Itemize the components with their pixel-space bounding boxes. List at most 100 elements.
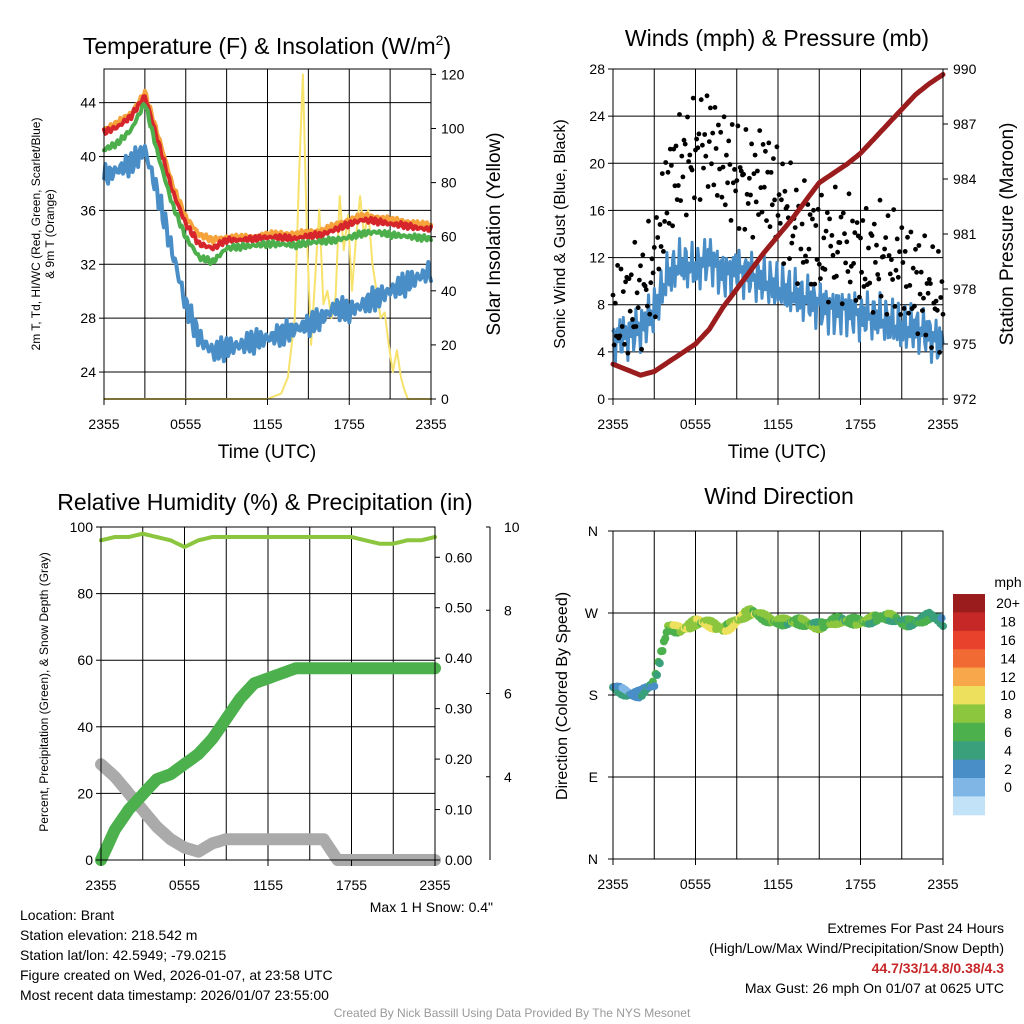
gust-point <box>679 153 685 159</box>
gust-point <box>838 214 844 220</box>
humidity-ylabel: Percent, Precipitation (Green), & Snow D… <box>37 552 51 831</box>
gust-point <box>733 188 738 194</box>
direction-point <box>661 634 670 643</box>
gust-point <box>842 231 847 237</box>
gust-point <box>878 293 884 299</box>
legend-title: mph <box>994 574 1021 590</box>
winds-ytick-label: 8 <box>597 297 605 313</box>
legend-label: 8 <box>1004 706 1012 722</box>
legend-color-box <box>953 612 985 632</box>
temperature-xtick-label: 2355 <box>415 416 446 432</box>
gust-point <box>659 171 665 177</box>
gust-point <box>899 225 905 231</box>
gust-point <box>650 270 656 276</box>
gust-point <box>835 249 840 255</box>
snow-note: Max 1 H Snow: 0.4" <box>370 899 493 915</box>
gust-point <box>695 145 701 151</box>
gust-point <box>765 169 771 175</box>
gust-point <box>625 350 631 356</box>
gust-point <box>926 277 932 282</box>
pressure-ytick-label: 978 <box>953 281 977 297</box>
gust-point <box>776 192 782 198</box>
gust-point <box>617 333 623 339</box>
gust-point <box>905 234 910 240</box>
gust-point <box>807 212 813 218</box>
legend-color-box <box>953 594 985 613</box>
temperature-series-1 <box>102 94 433 252</box>
gust-point <box>937 350 942 355</box>
precip-ytick-label: 0.30 <box>445 701 472 717</box>
gust-point <box>761 184 767 190</box>
gust-point <box>828 243 834 249</box>
gust-point <box>799 221 805 227</box>
gust-point <box>874 242 879 248</box>
gust-point <box>808 281 814 287</box>
gust-point <box>709 161 714 167</box>
humidity-ytick-label: 20 <box>77 785 93 801</box>
gust-point <box>722 202 728 208</box>
gust-point <box>827 216 832 222</box>
gust-point <box>749 141 754 147</box>
direction-xtick-label: 2355 <box>927 876 958 892</box>
gust-point <box>623 279 628 285</box>
temperature-xtick-label: 2355 <box>88 416 119 432</box>
precip-ytick-label: 0.40 <box>445 650 472 666</box>
gust-point <box>626 276 632 282</box>
gust-point <box>898 312 903 317</box>
gust-point <box>830 252 836 258</box>
wind-direction-panel: Wind Direction N E S W N 2355 0555 1155 1755 2355… <box>554 483 1022 892</box>
gust-point <box>642 283 648 289</box>
temperature-xtick-label: 1755 <box>334 416 365 432</box>
gust-point <box>725 180 730 186</box>
gust-point <box>751 171 757 177</box>
direction-ytick-label: N <box>588 851 598 867</box>
extremes-title: Extremes For Past 24 Hours <box>827 920 1004 936</box>
legend-label: 2 <box>1004 761 1012 777</box>
direction-ylabel: Direction (Colored By Speed) <box>554 592 571 800</box>
gust-point <box>917 291 923 297</box>
gust-point <box>881 254 886 259</box>
gust-point <box>929 345 934 350</box>
gust-point <box>690 95 696 101</box>
gust-point <box>793 187 799 193</box>
gust-point <box>637 277 642 283</box>
snow-ytick-label: 4 <box>504 769 512 785</box>
temperature-series-0 <box>102 88 433 245</box>
gust-point <box>928 281 933 286</box>
humidity-xtick-label: 0555 <box>169 877 200 893</box>
gust-point <box>632 239 638 245</box>
temperature-xtick-label: 0555 <box>170 416 201 432</box>
extremes-subtitle: (High/Low/Max Wind/Precipitation/Snow De… <box>709 940 1004 956</box>
gust-point <box>883 235 889 241</box>
gust-point <box>697 197 703 203</box>
legend-color-box <box>953 667 985 687</box>
gust-point <box>678 198 683 204</box>
pressure-ytick-label: 984 <box>953 171 977 187</box>
gust-point <box>726 138 732 144</box>
gust-point <box>745 201 751 206</box>
humidity-xtick-label: 2355 <box>85 877 116 893</box>
direction-title: Wind Direction <box>704 483 854 509</box>
extremes-values: 44.7/33/14.8/0.38/4.3 <box>871 960 1004 976</box>
gust-point <box>925 290 931 296</box>
direction-point <box>655 659 664 668</box>
gust-point <box>757 128 763 134</box>
gust-point <box>913 246 918 252</box>
gust-point <box>779 197 784 203</box>
legend-label: 10 <box>1000 687 1016 703</box>
precip-ytick-label: 0.00 <box>445 852 472 868</box>
gust-point <box>669 163 674 168</box>
gust-point <box>788 160 793 166</box>
gust-point <box>824 210 830 216</box>
gust-point <box>771 156 776 162</box>
gust-point <box>639 346 644 352</box>
humidity-title: Relative Humidity (%) & Precipitation (i… <box>57 489 472 515</box>
gust-point <box>706 139 712 145</box>
gust-point <box>939 279 945 284</box>
gust-point <box>907 283 913 288</box>
gust-point <box>750 234 756 240</box>
gust-point <box>638 263 643 269</box>
gust-point <box>847 279 853 285</box>
gust-point <box>933 298 939 304</box>
gust-point <box>658 244 664 249</box>
